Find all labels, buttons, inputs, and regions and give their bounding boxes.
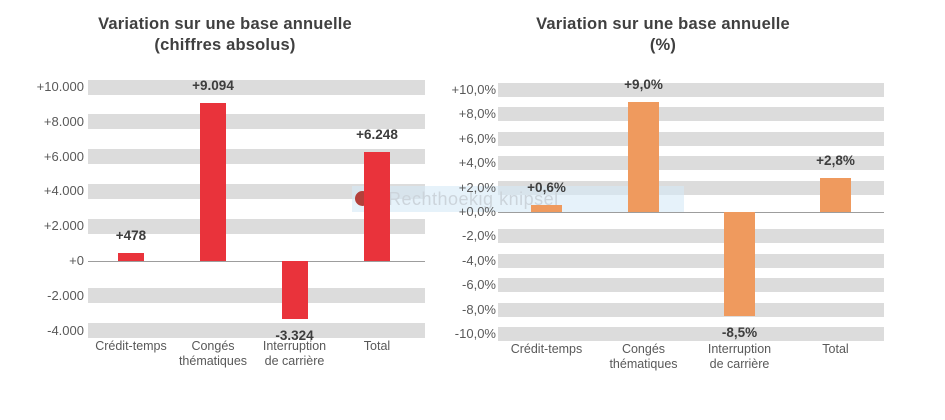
gridline-stripe — [498, 83, 884, 97]
gridline-stripe — [498, 107, 884, 122]
y-tick-label: +4.000 — [43, 183, 84, 199]
y-tick-label: +10,0% — [451, 82, 496, 97]
gridline-stripe — [498, 327, 884, 341]
chart-title-line2: (%) — [649, 36, 677, 54]
bar — [118, 252, 144, 261]
x-category-label: Total — [317, 339, 437, 354]
bar-value-label: +0,6% — [527, 179, 566, 195]
gridline-stripe — [498, 278, 884, 293]
bar-value-label: +6.248 — [356, 127, 398, 143]
x-axis-line — [498, 212, 884, 213]
gridline-stripe — [498, 229, 884, 244]
gridline-stripe — [88, 288, 425, 304]
y-tick-label: -2.000 — [47, 287, 84, 303]
chart-title: Variation sur une base annuelle (%) — [463, 14, 863, 56]
y-tick-label: -2,0% — [462, 228, 496, 244]
bar-value-label: +9,0% — [624, 77, 663, 93]
bar — [724, 212, 755, 316]
y-tick-label: -8,0% — [462, 301, 496, 317]
y-tick-label: +10.000 — [36, 79, 84, 94]
bar — [628, 102, 659, 212]
x-category-label: Congés thématiques — [584, 342, 704, 372]
y-tick-label: -6,0% — [462, 277, 496, 293]
chart-title: Variation sur une base annuelle (chiffre… — [25, 14, 425, 56]
gridline-stripe — [498, 253, 884, 268]
y-tick-label: +4,0% — [458, 155, 496, 171]
gridline-stripe — [88, 323, 425, 339]
y-tick-label: +0 — [69, 253, 84, 268]
gridline-stripe — [88, 114, 425, 130]
chart-title-line1: Variation sur une base annuelle — [98, 15, 352, 33]
x-category-label-line: thématiques — [609, 357, 678, 371]
y-tick-label: +8,0% — [458, 106, 496, 122]
x-axis-line — [88, 261, 425, 262]
x-category-label-line: Congés — [621, 342, 666, 356]
chart-title-line2: (chiffres absolus) — [154, 36, 296, 54]
x-category-label: Interruption de carrière — [680, 342, 800, 372]
y-tick-label: +6.000 — [43, 148, 84, 164]
x-category-label-line: Congés — [191, 339, 235, 353]
bar — [531, 204, 562, 212]
x-category-label: Crédit-temps — [71, 339, 191, 354]
gridline-stripe — [88, 183, 425, 199]
x-category-label-line: Interruption — [707, 342, 772, 356]
gridline-stripe — [88, 218, 425, 234]
bar — [364, 152, 390, 261]
x-category-label-line: Total — [822, 342, 849, 356]
x-category-label: Crédit-temps — [487, 342, 607, 357]
bar-value-label: +9.094 — [192, 77, 234, 93]
y-tick-label: -10,0% — [454, 326, 496, 341]
bar — [200, 102, 226, 261]
bar-value-label: -8,5% — [721, 324, 758, 340]
gridline-stripe — [498, 131, 884, 146]
y-tick-label: +8.000 — [43, 113, 84, 129]
y-tick-label: +2,0% — [458, 179, 496, 195]
bar-value-label: -3.324 — [275, 327, 314, 343]
x-category-label-line: Crédit-temps — [95, 339, 167, 353]
gridline-stripe — [498, 302, 884, 317]
gridline-stripe — [498, 156, 884, 171]
y-tick-label: +0,0% — [458, 204, 496, 219]
x-category-label-line: thématiques — [178, 354, 248, 368]
snip-watermark-text: Rechthoekig knipsel — [388, 189, 559, 209]
x-category-label: Congés thématiques — [153, 339, 273, 369]
bar — [281, 261, 308, 319]
x-category-label-line: Total — [363, 339, 391, 353]
y-tick-label: +2.000 — [43, 218, 84, 234]
x-category-label-line: de carrière — [264, 354, 325, 368]
gridline-stripe — [88, 149, 425, 165]
gridline-stripe — [88, 79, 425, 95]
y-tick-label: -4.000 — [47, 322, 84, 338]
x-category-label-line: de carrière — [709, 357, 770, 371]
bar — [820, 177, 851, 212]
chart-title-line1: Variation sur une base annuelle — [536, 15, 790, 33]
x-category-label-line: Crédit-temps — [510, 342, 583, 356]
bar-value-label: +2,8% — [816, 152, 855, 168]
y-tick-label: +6,0% — [458, 130, 496, 146]
y-tick-label: -4,0% — [462, 252, 496, 268]
x-category-label: Total — [776, 342, 896, 357]
bar-value-label: +478 — [115, 227, 147, 243]
x-category-label: Interruption de carrière — [235, 339, 355, 369]
x-category-label-line: Interruption — [262, 339, 327, 353]
